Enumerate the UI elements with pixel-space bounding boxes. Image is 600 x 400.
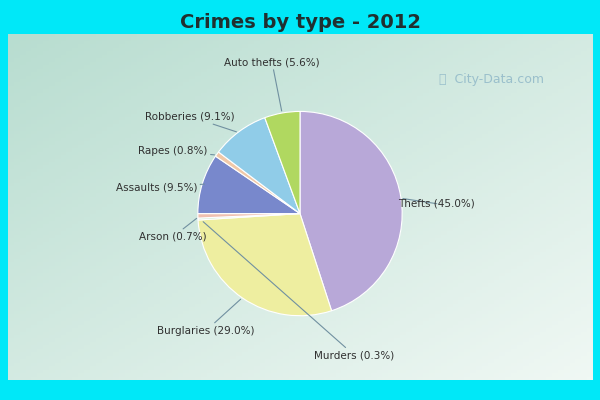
Wedge shape bbox=[198, 214, 300, 220]
Wedge shape bbox=[198, 214, 332, 316]
Text: Assaults (9.5%): Assaults (9.5%) bbox=[116, 182, 205, 192]
Wedge shape bbox=[215, 152, 300, 214]
Text: Robberies (9.1%): Robberies (9.1%) bbox=[145, 111, 236, 132]
Text: Arson (0.7%): Arson (0.7%) bbox=[139, 218, 207, 242]
Wedge shape bbox=[198, 156, 300, 214]
Wedge shape bbox=[300, 112, 402, 311]
Text: ⓘ  City-Data.com: ⓘ City-Data.com bbox=[439, 74, 545, 86]
Wedge shape bbox=[265, 112, 300, 214]
Text: Murders (0.3%): Murders (0.3%) bbox=[203, 222, 394, 360]
Wedge shape bbox=[218, 118, 300, 214]
Text: Crimes by type - 2012: Crimes by type - 2012 bbox=[179, 12, 421, 32]
Text: Rapes (0.8%): Rapes (0.8%) bbox=[139, 146, 214, 156]
Text: Thefts (45.0%): Thefts (45.0%) bbox=[398, 198, 475, 209]
Text: Auto thefts (5.6%): Auto thefts (5.6%) bbox=[224, 57, 320, 111]
Wedge shape bbox=[198, 214, 300, 218]
Text: Burglaries (29.0%): Burglaries (29.0%) bbox=[157, 299, 255, 336]
